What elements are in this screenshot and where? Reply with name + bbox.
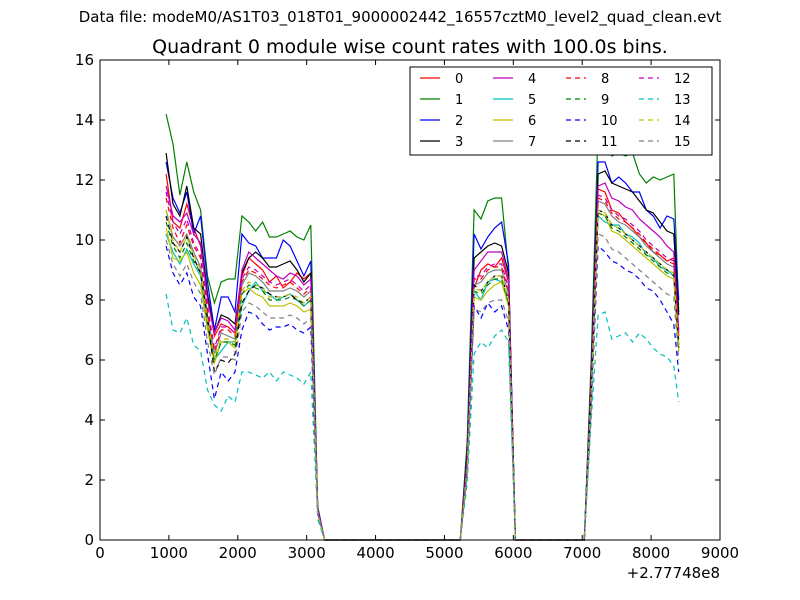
legend-label-8: 8	[601, 72, 609, 87]
y-tick-label: 2	[84, 471, 94, 489]
series-line-7	[165, 200, 680, 541]
y-tick-label: 0	[84, 531, 94, 549]
legend-label-10: 10	[601, 114, 618, 129]
series-line-4	[165, 182, 680, 541]
x-tick-label: 8000	[632, 544, 670, 562]
x-tick-label: 5000	[425, 544, 463, 562]
x-tick-label: 1000	[150, 544, 188, 562]
series-line-5	[165, 214, 680, 541]
x-axis: 0 1000 2000 3000 4000 5000 6000 7000 8000 9000	[95, 60, 739, 562]
y-tick-label: 14	[75, 111, 94, 129]
legend-label-5: 5	[528, 93, 536, 108]
x-tick-label: 0	[95, 544, 105, 562]
x-tick-label: 4000	[356, 544, 394, 562]
legend-label-11: 11	[601, 135, 618, 150]
x-tick-label: 9000	[701, 544, 739, 562]
series-line-11	[165, 209, 680, 541]
legend-label-14: 14	[674, 114, 691, 129]
legend-label-7: 7	[528, 135, 536, 150]
legend-label-1: 1	[455, 93, 463, 108]
x-axis-offset-label: +2.77748e8	[627, 564, 720, 582]
series-line-6	[165, 212, 680, 541]
legend-label-13: 13	[674, 93, 691, 108]
series-line-14	[165, 209, 680, 541]
legend-label-15: 15	[674, 135, 691, 150]
series-line-13	[165, 293, 680, 541]
x-tick-label: 2000	[219, 544, 257, 562]
legend-label-2: 2	[455, 114, 463, 129]
x-tick-label: 7000	[563, 544, 601, 562]
figure-suptitle: Data file: modeM0/AS1T03_018T01_90000024…	[78, 8, 722, 26]
y-tick-label: 4	[84, 411, 94, 429]
legend-box	[409, 66, 713, 156]
plot-lines	[165, 113, 680, 541]
legend-label-12: 12	[674, 72, 691, 87]
y-tick-label: 6	[84, 351, 94, 369]
legend-label-6: 6	[528, 114, 536, 129]
series-line-15	[165, 233, 680, 541]
series-line-9	[165, 212, 680, 541]
series-line-12	[165, 191, 680, 541]
legend-label-0: 0	[455, 72, 463, 87]
legend-label-3: 3	[455, 135, 463, 150]
series-line-0	[165, 173, 680, 541]
chart-title: Quadrant 0 module wise count rates with …	[152, 36, 668, 58]
y-tick-label: 10	[75, 231, 94, 249]
legend-label-9: 9	[601, 93, 609, 108]
x-tick-label: 3000	[288, 544, 326, 562]
x-tick-label: 6000	[494, 544, 532, 562]
legend-label-4: 4	[528, 72, 536, 87]
y-tick-label: 12	[75, 171, 94, 189]
y-tick-label: 8	[84, 291, 94, 309]
y-tick-label: 16	[75, 51, 94, 69]
